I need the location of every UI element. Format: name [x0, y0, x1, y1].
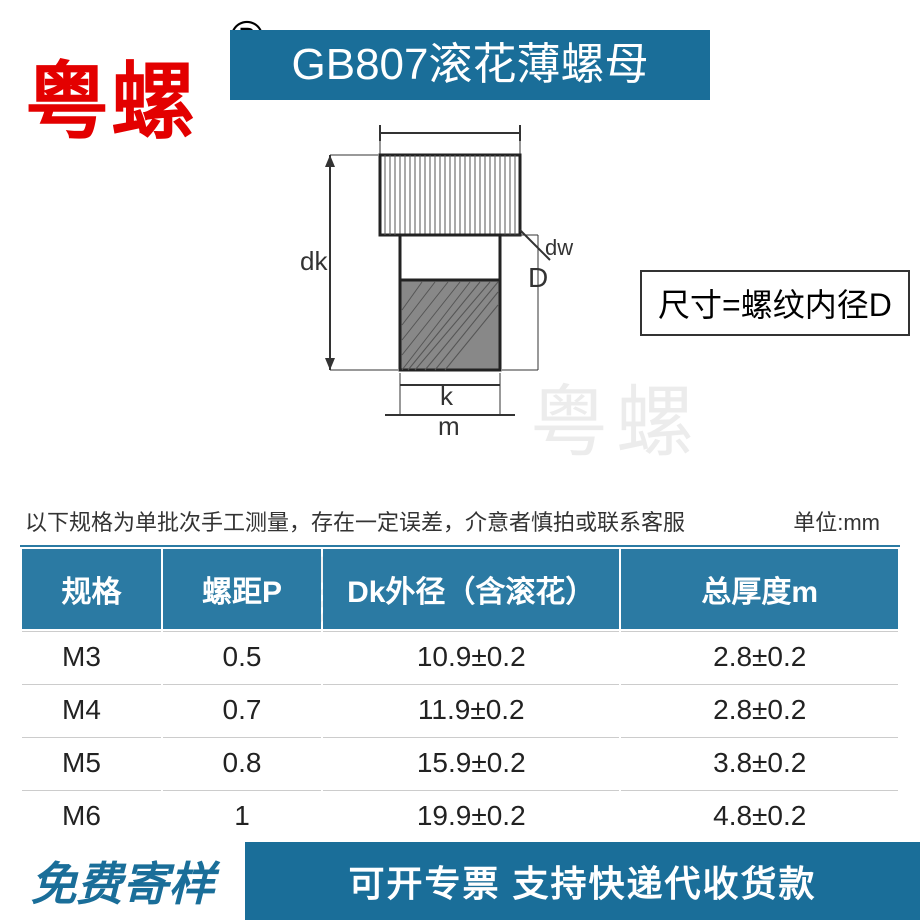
- svg-text:dk: dk: [300, 246, 328, 276]
- col-pitch: 螺距P: [163, 549, 321, 629]
- table-cell: 0.5: [163, 631, 321, 682]
- title-banner: GB807滚花薄螺母: [230, 30, 710, 100]
- table-cell: M5: [22, 737, 161, 788]
- brand-logo: 粤螺: [25, 35, 197, 156]
- table-cell: 1: [163, 790, 321, 841]
- table-cell: 11.9±0.2: [323, 684, 619, 735]
- table-cell: M4: [22, 684, 161, 735]
- table-cell: M3: [22, 631, 161, 682]
- table-cell: 3.8±0.2: [621, 737, 898, 788]
- table-cell: 2.8±0.2: [621, 631, 898, 682]
- table-cell: 4.8±0.2: [621, 790, 898, 841]
- unit-label: 单位:mm: [793, 505, 880, 537]
- svg-text:m: m: [438, 411, 460, 435]
- table-row: M6119.9±0.24.8±0.2: [22, 790, 898, 841]
- measurement-note: 以下规格为单批次手工测量，存在一定误差，介意者慎拍或联系客服 单位:mm: [25, 505, 895, 537]
- footer-services: 可开专票 支持快递代收货款: [245, 842, 920, 920]
- table-cell: 15.9±0.2: [323, 737, 619, 788]
- col-thickness: 总厚度m: [621, 549, 898, 629]
- size-note-box: 尺寸=螺纹内径D: [640, 270, 910, 336]
- table-cell: M6: [22, 790, 161, 841]
- svg-text:k: k: [440, 381, 454, 411]
- svg-text:dw: dw: [545, 235, 573, 260]
- table-cell: 10.9±0.2: [323, 631, 619, 682]
- col-dk: Dk外径（含滚花）: [323, 549, 619, 629]
- table-cell: 0.8: [163, 737, 321, 788]
- table-row: M40.711.9±0.22.8±0.2: [22, 684, 898, 735]
- table-row: M30.510.9±0.22.8±0.2: [22, 631, 898, 682]
- col-spec: 规格: [22, 549, 161, 629]
- table-header-row: 规格 螺距P Dk外径（含滚花） 总厚度m: [22, 549, 898, 629]
- note-text: 以下规格为单批次手工测量，存在一定误差，介意者慎拍或联系客服: [25, 510, 685, 535]
- table-cell: 2.8±0.2: [621, 684, 898, 735]
- watermark: 粤螺: [530, 360, 702, 472]
- table-row: M50.815.9±0.23.8±0.2: [22, 737, 898, 788]
- table-cell: 19.9±0.2: [323, 790, 619, 841]
- table-cell: 0.7: [163, 684, 321, 735]
- footer-banner: 免费寄样 可开专票 支持快递代收货款: [0, 842, 920, 920]
- footer-free-sample: 免费寄样: [0, 842, 245, 920]
